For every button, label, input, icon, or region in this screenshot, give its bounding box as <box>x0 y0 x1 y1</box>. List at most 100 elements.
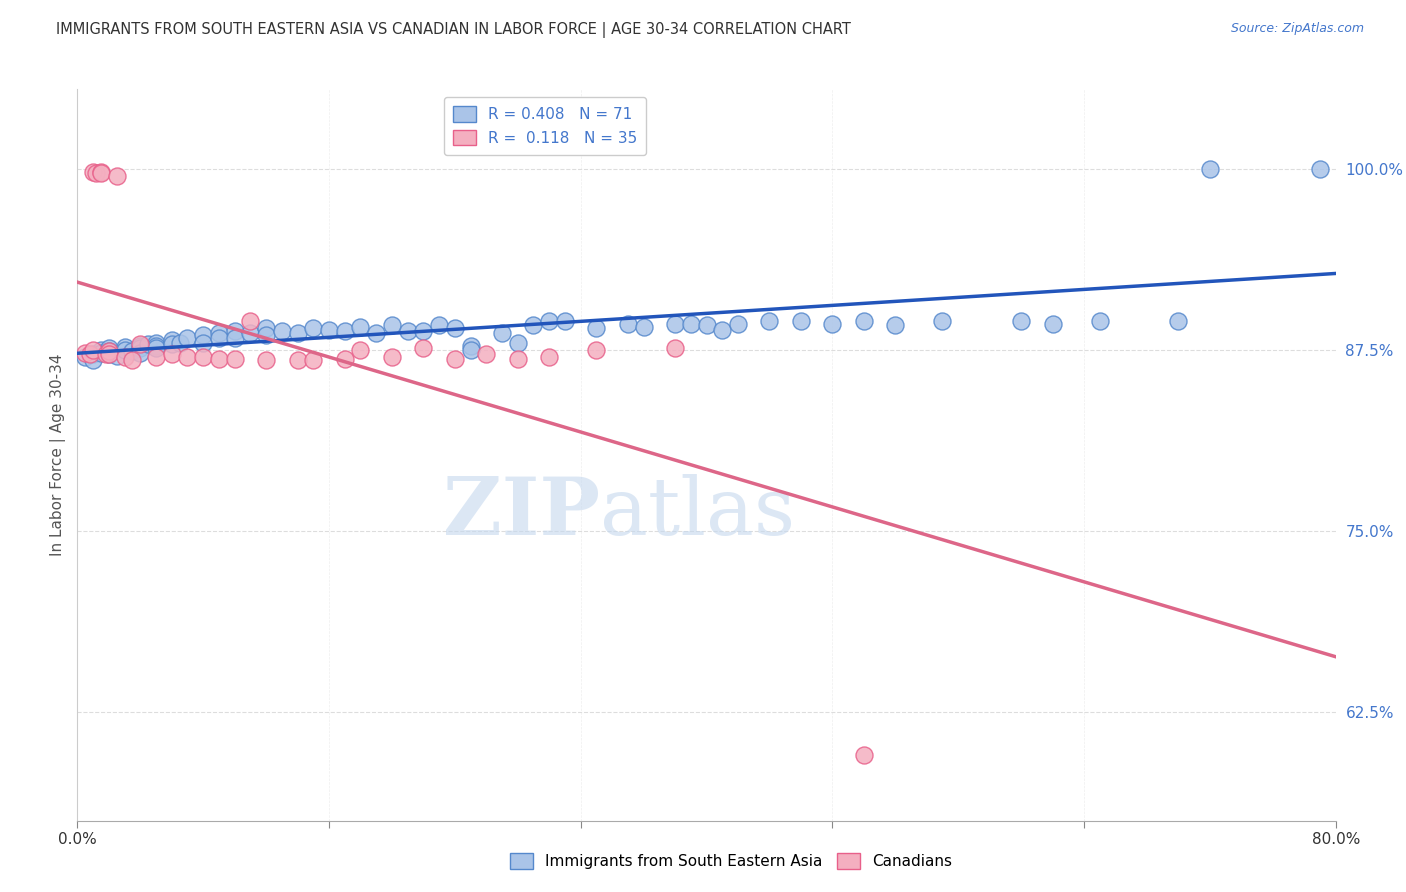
Point <box>90 165 112 179</box>
Point <box>129 338 152 352</box>
Point <box>287 326 309 340</box>
Point <box>727 317 749 331</box>
Point <box>664 317 686 331</box>
Point <box>129 342 152 356</box>
Point <box>145 338 167 352</box>
Point <box>506 351 529 366</box>
Point <box>105 169 128 183</box>
Point <box>79 347 101 361</box>
Point <box>224 351 246 366</box>
Point <box>254 328 277 343</box>
Legend: Immigrants from South Eastern Asia, Canadians: Immigrants from South Eastern Asia, Cana… <box>503 847 959 875</box>
Point <box>679 317 702 331</box>
Point <box>1198 161 1220 176</box>
Point <box>444 321 467 335</box>
Point <box>790 314 813 328</box>
Point <box>412 342 434 356</box>
Point <box>302 321 325 335</box>
Point <box>538 350 561 364</box>
Point <box>145 342 167 356</box>
Point <box>396 324 419 338</box>
Point <box>366 326 388 340</box>
Point <box>97 347 120 361</box>
Point <box>381 350 404 364</box>
Point <box>191 350 215 364</box>
Point <box>381 318 404 333</box>
Point <box>427 318 450 333</box>
Point <box>90 346 112 360</box>
Point <box>97 347 120 361</box>
Point <box>208 331 231 345</box>
Point <box>75 346 97 360</box>
Point <box>82 165 104 179</box>
Point <box>239 326 262 340</box>
Point <box>254 353 277 368</box>
Point <box>224 331 246 345</box>
Point <box>460 343 482 357</box>
Point <box>821 317 844 331</box>
Text: atlas: atlas <box>599 475 794 552</box>
Point <box>160 333 183 347</box>
Point <box>931 314 953 328</box>
Point <box>585 343 607 357</box>
Point <box>121 344 143 359</box>
Point <box>136 337 159 351</box>
Point <box>121 353 143 368</box>
Point <box>318 323 340 337</box>
Point <box>94 347 117 361</box>
Point <box>852 748 875 763</box>
Point <box>475 347 498 361</box>
Text: ZIP: ZIP <box>443 475 599 552</box>
Point <box>105 349 128 363</box>
Point <box>84 166 107 180</box>
Point <box>254 321 277 335</box>
Point <box>239 314 262 328</box>
Point <box>302 353 325 368</box>
Point <box>169 335 191 350</box>
Point <box>114 340 136 354</box>
Point <box>176 331 198 345</box>
Point <box>191 328 215 343</box>
Point <box>129 337 152 351</box>
Point <box>160 347 183 361</box>
Point <box>82 343 104 357</box>
Point <box>160 337 183 351</box>
Point <box>1167 314 1189 328</box>
Point <box>1088 314 1111 328</box>
Point <box>633 319 655 334</box>
Point <box>412 324 434 338</box>
Point <box>696 318 718 333</box>
Point <box>114 350 136 364</box>
Point <box>554 314 576 328</box>
Point <box>90 166 112 180</box>
Point <box>349 319 371 334</box>
Point <box>522 318 544 333</box>
Point <box>145 350 167 364</box>
Point <box>349 343 371 357</box>
Point <box>538 314 561 328</box>
Text: IMMIGRANTS FROM SOUTH EASTERN ASIA VS CANADIAN IN LABOR FORCE | AGE 30-34 CORREL: IMMIGRANTS FROM SOUTH EASTERN ASIA VS CA… <box>56 22 851 38</box>
Point <box>506 335 529 350</box>
Point <box>333 351 356 366</box>
Point <box>270 324 292 338</box>
Point <box>145 335 167 350</box>
Point <box>176 350 198 364</box>
Point <box>1309 161 1331 176</box>
Point <box>711 323 734 337</box>
Point <box>224 324 246 338</box>
Point <box>460 338 482 352</box>
Point <box>491 326 513 340</box>
Point <box>191 335 215 350</box>
Point <box>208 326 231 340</box>
Text: Source: ZipAtlas.com: Source: ZipAtlas.com <box>1230 22 1364 36</box>
Point <box>97 342 120 356</box>
Point <box>1010 314 1032 328</box>
Point <box>585 321 607 335</box>
Point <box>852 314 875 328</box>
Point <box>97 344 120 359</box>
Point <box>129 346 152 360</box>
Point <box>82 347 104 361</box>
Point <box>617 317 640 331</box>
Point <box>287 353 309 368</box>
Point <box>758 314 780 328</box>
